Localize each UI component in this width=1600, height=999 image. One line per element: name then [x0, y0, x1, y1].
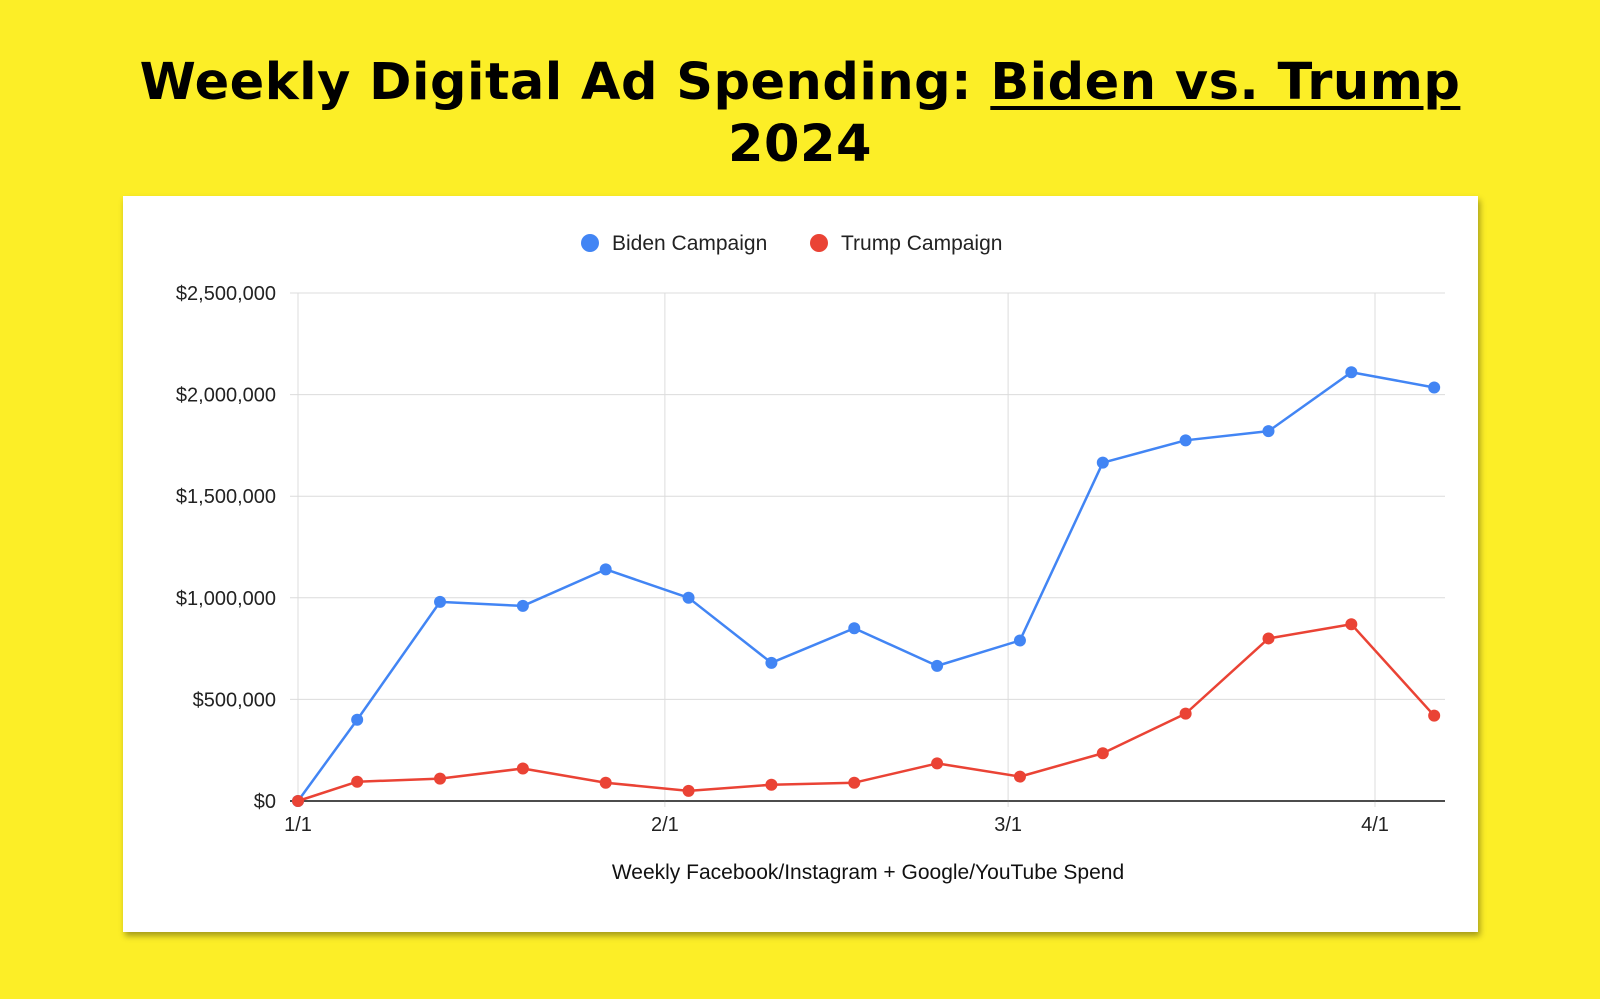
- y-tick-label: $0: [254, 791, 276, 813]
- series-line-trump: [297, 622, 1436, 803]
- y-tick-label: $1,000,000: [176, 588, 276, 610]
- data-point: [848, 776, 861, 789]
- data-point: [516, 762, 529, 775]
- x-tick-label: 4/1: [1361, 814, 1389, 836]
- data-point: [765, 656, 778, 669]
- data-point: [1179, 434, 1192, 447]
- title-prefix: Weekly Digital Ad Spending:: [139, 53, 991, 112]
- series-line-biden: [296, 370, 1435, 802]
- data-point: [682, 784, 695, 797]
- data-point: [599, 563, 612, 576]
- legend-label: Trump Campaign: [841, 232, 1002, 255]
- data-point: [434, 772, 447, 785]
- line-chart: $0 $500,000 $1,000,000 $1,500,000 $2,000,000…: [176, 232, 1445, 884]
- data-point: [1096, 456, 1109, 469]
- page-title: Weekly Digital Ad Spending: Biden vs. Tr…: [0, 52, 1600, 176]
- chart-card: $0 $500,000 $1,000,000 $1,500,000 $2,000,000…: [123, 196, 1478, 932]
- data-point: [351, 775, 364, 788]
- data-point: [931, 659, 944, 672]
- data-point: [351, 713, 364, 726]
- data-point: [434, 595, 447, 608]
- x-tick-label: 3/1: [994, 814, 1022, 836]
- data-point: [1428, 381, 1441, 394]
- legend-label: Biden Campaign: [612, 232, 767, 255]
- data-point: [1262, 425, 1275, 438]
- data-point: [682, 591, 695, 604]
- data-point: [848, 622, 861, 635]
- data-point: [765, 778, 778, 791]
- x-axis-label: Weekly Facebook/Instagram + Google/YouTu…: [612, 861, 1124, 884]
- data-point: [1262, 632, 1275, 645]
- data-point: [516, 599, 529, 612]
- data-point: [1013, 770, 1026, 783]
- data-point: [1013, 634, 1026, 647]
- legend-marker: [581, 234, 599, 252]
- data-point: [599, 776, 612, 789]
- legend-marker: [810, 234, 828, 252]
- data-point: [1345, 366, 1358, 379]
- y-tick-label: $500,000: [193, 689, 276, 711]
- y-tick-label: $2,500,000: [176, 283, 276, 305]
- data-point: [292, 795, 304, 807]
- title-underlined: Biden vs. Trump: [990, 53, 1461, 112]
- x-tick-label: 1/1: [284, 814, 312, 836]
- y-tick-label: $2,000,000: [176, 385, 276, 407]
- data-point: [1345, 618, 1358, 631]
- data-point: [1096, 747, 1109, 760]
- x-tick-label: 2/1: [651, 814, 679, 836]
- data-point: [1179, 707, 1192, 720]
- title-year: 2024: [728, 115, 872, 174]
- data-point: [1428, 709, 1441, 722]
- data-point: [931, 757, 944, 770]
- y-tick-label: $1,500,000: [176, 486, 276, 508]
